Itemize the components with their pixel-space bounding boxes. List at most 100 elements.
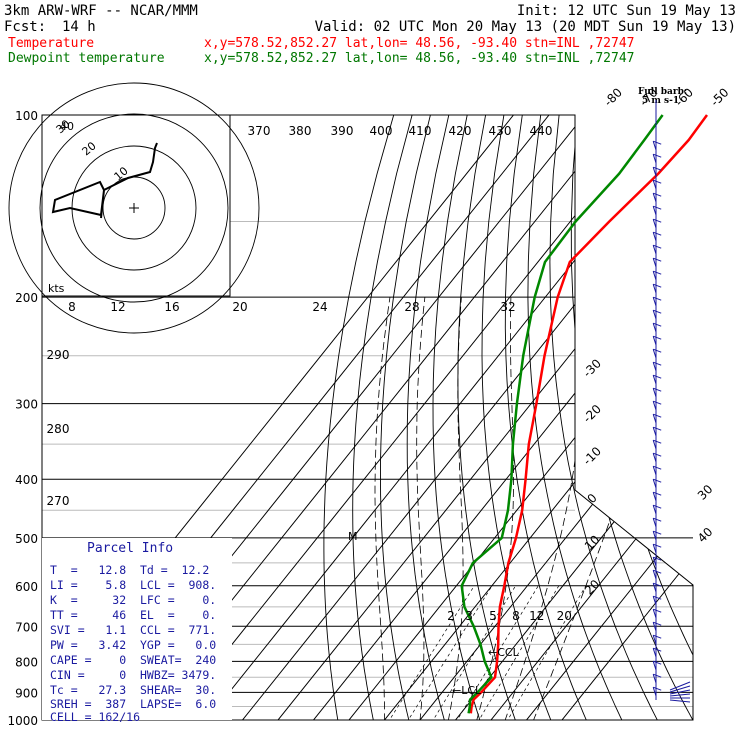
wind-barb bbox=[652, 387, 662, 398]
parcel-row: LI = 5.8 LCL = 908. bbox=[50, 578, 216, 592]
dry-adiabat-line bbox=[611, 115, 693, 720]
hodograph-frame bbox=[41, 114, 231, 297]
wind-barb-flag bbox=[653, 634, 662, 639]
dry-adiabat-line bbox=[352, 115, 413, 720]
wind-barb bbox=[652, 452, 662, 463]
wind-barb bbox=[652, 231, 662, 242]
wind-barb-flag bbox=[653, 543, 662, 548]
wind-barb-flag bbox=[653, 439, 662, 444]
dry-adiabat-line bbox=[323, 115, 395, 720]
mixing-ratio-line bbox=[381, 585, 475, 720]
wind-barb-staff bbox=[652, 570, 657, 580]
mixing-ratio-label: 8 bbox=[512, 609, 520, 623]
wind-barb-flag bbox=[653, 595, 662, 600]
wind-barb bbox=[652, 647, 662, 658]
dewpoint-location: x,y=578.52,852.27 lat,lon= 48.56, -93.40… bbox=[204, 51, 634, 66]
isotherm-label: 30 bbox=[695, 482, 716, 503]
speed-scale-label: 8 bbox=[68, 300, 76, 314]
theta-label: 420 bbox=[449, 124, 472, 138]
wind-barb-staff bbox=[652, 362, 657, 372]
wind-barb-flag bbox=[653, 491, 662, 496]
wind-barb-staff bbox=[652, 544, 657, 554]
isotherm-label: 0 bbox=[585, 491, 600, 506]
wind-barb-flag bbox=[653, 387, 662, 392]
parcel-row: SVI = 1.1 CCL = 771. bbox=[50, 623, 216, 637]
wind-barb-flag bbox=[653, 374, 662, 379]
wind-barb bbox=[652, 660, 662, 671]
wind-barb-flag bbox=[653, 452, 662, 457]
isotherm-line bbox=[267, 115, 693, 720]
dry-adiabat-line bbox=[687, 115, 693, 720]
wind-barb-staff bbox=[652, 180, 657, 190]
wind-barb bbox=[652, 608, 662, 619]
wind-barb-staff bbox=[652, 531, 657, 541]
parcel-row: SREH = 387 LAPSE= 6.0 bbox=[50, 697, 216, 711]
wind-barb-staff bbox=[652, 284, 657, 294]
wind-barb-staff bbox=[652, 258, 657, 268]
moist-adiabat-line bbox=[415, 297, 426, 720]
moist-adiabat-line bbox=[374, 297, 391, 720]
theta-label: 380 bbox=[289, 124, 312, 138]
wind-barb-flag bbox=[653, 192, 662, 197]
mixing-ratio-label: 20 bbox=[557, 609, 572, 623]
speed-scale-label: 16 bbox=[164, 300, 179, 314]
valid-time: Valid: 02 UTC Mon 20 May 13 (20 MDT Sun … bbox=[315, 19, 736, 35]
dry-adiabat-line bbox=[432, 115, 485, 720]
wind-barb-staff bbox=[652, 336, 657, 346]
theta-label: 440 bbox=[530, 124, 553, 138]
pressure-tick-label: 800 bbox=[15, 655, 38, 669]
theta-label: 410 bbox=[409, 124, 432, 138]
wind-barb-staff bbox=[652, 401, 657, 411]
wind-barb-flag bbox=[653, 335, 662, 340]
wind-barb-staff bbox=[652, 609, 657, 619]
wind-barb bbox=[652, 205, 662, 216]
wind-barb bbox=[652, 283, 662, 294]
model-title: 3km ARW-WRF -- NCAR/MMM bbox=[4, 3, 198, 19]
dry-adiabat-line bbox=[650, 115, 693, 720]
dewpoint-legend: Dewpoint temperature bbox=[8, 51, 165, 66]
wind-barb-surface bbox=[669, 693, 691, 697]
wind-barb-staff bbox=[652, 297, 657, 307]
dry-adiabat-line bbox=[706, 115, 740, 733]
wind-barb-flag bbox=[653, 608, 662, 613]
temperature-location: x,y=578.52,852.27 lat,lon= 48.56, -93.40… bbox=[204, 36, 634, 51]
wind-barb-staff bbox=[652, 596, 657, 606]
wind-barb-staff bbox=[652, 349, 657, 359]
isotherm-line bbox=[302, 115, 693, 720]
pressure-tick-label: 200 bbox=[15, 291, 38, 305]
speed-scale-label: 12 bbox=[110, 300, 125, 314]
wind-barb-staff bbox=[652, 505, 657, 515]
parcel-row: CIN = 0 HWBZ= 3479. bbox=[50, 668, 216, 682]
wind-barb bbox=[652, 348, 662, 359]
hodograph-ring-label: 40 bbox=[60, 120, 74, 133]
wind-barb bbox=[652, 556, 662, 567]
wind-barb-flag bbox=[653, 621, 662, 626]
wind-barb bbox=[652, 478, 662, 489]
wind-barb-staff bbox=[652, 154, 657, 164]
wind-barb-flag bbox=[653, 504, 662, 509]
ccl-annotation: ←CCL bbox=[488, 646, 520, 659]
isotherm-label: -30 bbox=[580, 356, 604, 380]
wind-barb-staff bbox=[652, 427, 657, 437]
wind-barb bbox=[652, 426, 662, 437]
wind-barb bbox=[652, 439, 662, 450]
isotherm-line bbox=[196, 115, 692, 720]
wind-barb bbox=[652, 543, 662, 554]
parcel-row: T = 12.8 Td = 12.2 bbox=[50, 563, 209, 577]
theta-label: 290 bbox=[47, 348, 70, 362]
wind-barb bbox=[652, 244, 662, 255]
wind-barb-flag bbox=[653, 257, 662, 262]
melting-level-marker: M bbox=[348, 530, 358, 543]
mixing-ratio-line bbox=[471, 585, 560, 720]
theta-label: 370 bbox=[248, 124, 271, 138]
wind-barb-staff bbox=[652, 466, 657, 476]
wind-barb-staff bbox=[652, 687, 657, 697]
mixing-ratio-line bbox=[500, 585, 587, 720]
wind-barb-flag bbox=[653, 413, 662, 418]
theta-label: 280 bbox=[47, 422, 70, 436]
wind-barb bbox=[652, 361, 662, 372]
wind-barb bbox=[652, 621, 662, 632]
